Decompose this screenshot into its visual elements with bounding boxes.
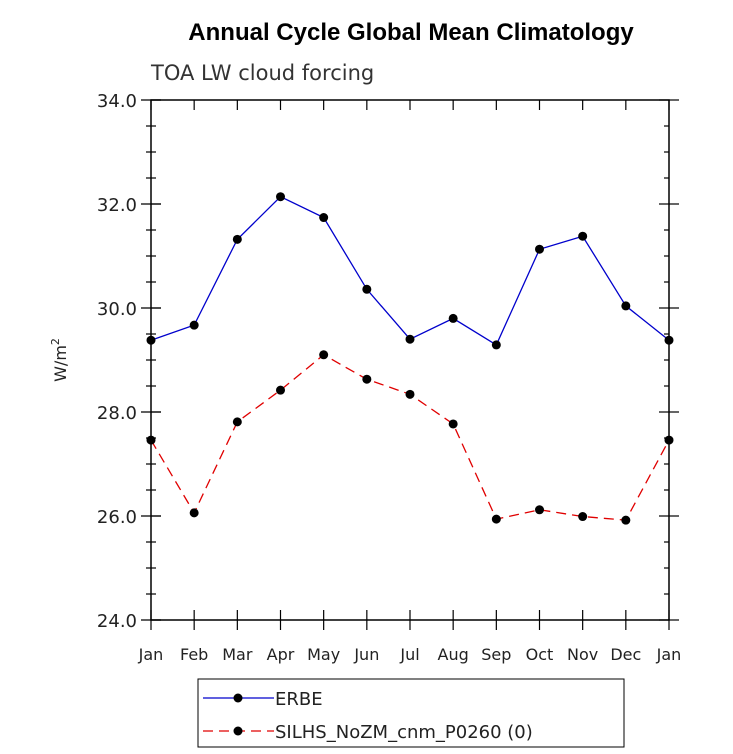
series-layer xyxy=(146,192,674,525)
series-1-point xyxy=(491,514,501,524)
series-0-point xyxy=(319,213,329,223)
y-axis-ticks: 24.0 26.0 28.0 30.0 32.0 34.0 xyxy=(97,91,679,632)
legend: ERBE SILHS_NoZM_cnm_P0260 (0) xyxy=(197,678,625,748)
series-line-1 xyxy=(150,354,670,521)
series-0-point xyxy=(621,301,631,311)
x-tick-label: Nov xyxy=(567,645,598,664)
series-0-point xyxy=(664,335,674,345)
x-axis-ticks: Jan Feb Mar Apr May Jun Jul Aug Sep Oct Nov Dec Jan xyxy=(138,100,682,664)
y-axis-label: W/m2 xyxy=(49,338,70,382)
series-0-point xyxy=(276,192,285,202)
series-0-point xyxy=(491,340,501,350)
x-tick-label: Jun xyxy=(353,645,379,664)
series-line-0 xyxy=(150,195,670,346)
x-tick-label: Sep xyxy=(481,645,511,664)
legend-marker-0 xyxy=(233,693,243,703)
series-0-point xyxy=(146,335,156,345)
y-tick-label: 28.0 xyxy=(97,403,137,424)
y-axis-label-superscript: 2 xyxy=(49,338,62,345)
x-tick-label: Jan xyxy=(138,645,164,664)
legend-box xyxy=(197,678,625,748)
series-0-point xyxy=(405,334,415,344)
series-1-point xyxy=(621,515,631,525)
legend-label-1: SILHS_NoZM_cnm_P0260 (0) xyxy=(275,722,533,743)
series-1-point xyxy=(319,350,329,360)
series-0-point xyxy=(535,244,544,254)
x-tick-label: Oct xyxy=(526,645,554,664)
y-tick-label: 32.0 xyxy=(97,195,137,216)
x-tick-label: Dec xyxy=(610,645,641,664)
series-1-point xyxy=(448,419,458,429)
series-1-point xyxy=(405,389,415,399)
series-1-point xyxy=(578,512,588,522)
legend-label-0: ERBE xyxy=(275,689,323,710)
series-0-point xyxy=(232,234,242,244)
plot-frame xyxy=(150,99,670,621)
chart-title: Annual Cycle Global Mean Climatology xyxy=(188,19,634,46)
x-tick-label: Jul xyxy=(399,645,419,664)
series-1-point xyxy=(146,435,156,445)
x-tick-label: Mar xyxy=(222,645,253,664)
series-1-point xyxy=(535,505,544,515)
series-0-point xyxy=(362,284,372,294)
series-0-point xyxy=(578,231,588,241)
series-1-point xyxy=(362,374,372,384)
legend-marker-1 xyxy=(233,726,243,736)
series-1-point xyxy=(189,508,199,518)
x-tick-label: May xyxy=(307,645,340,664)
x-tick-label: Aug xyxy=(438,645,469,664)
x-tick-label: Feb xyxy=(180,645,208,664)
series-0-point xyxy=(448,313,458,323)
chart-subtitle: TOA LW cloud forcing xyxy=(150,61,374,85)
y-tick-label: 30.0 xyxy=(97,299,137,320)
series-0-point xyxy=(189,320,199,330)
y-tick-label: 34.0 xyxy=(97,91,137,112)
series-1-point xyxy=(232,417,242,427)
y-tick-label: 26.0 xyxy=(97,507,137,528)
series-1-point xyxy=(276,385,285,395)
series-1-point xyxy=(664,435,674,445)
y-axis-label-text: W/m xyxy=(51,345,70,382)
x-tick-label: Apr xyxy=(267,645,295,664)
y-tick-label: 24.0 xyxy=(97,611,137,632)
x-tick-label: Jan xyxy=(656,645,682,664)
